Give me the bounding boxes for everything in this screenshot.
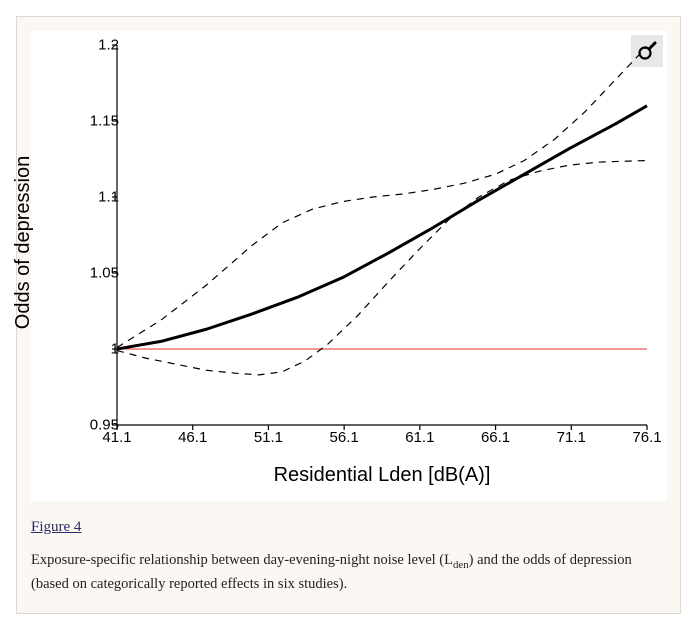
- figure-link-row: Figure 4: [31, 519, 666, 536]
- x-axis-label: Residential Lden [dB(A)]: [117, 464, 647, 487]
- chart-container: Odds of depression 0.9511.051.11.151.241…: [31, 31, 667, 501]
- x-tick-label: 41.1: [97, 429, 137, 446]
- figure-caption: Exposure-specific relationship between d…: [31, 550, 666, 595]
- y-tick-label: 1: [79, 341, 119, 358]
- y-tick-label: 1.15: [79, 113, 119, 130]
- x-tick-label: 56.1: [324, 429, 364, 446]
- y-tick-label: 1.1: [79, 189, 119, 206]
- x-tick-label: 71.1: [551, 429, 591, 446]
- figure-link[interactable]: Figure 4: [31, 519, 81, 535]
- x-tick-label: 46.1: [173, 429, 213, 446]
- x-tick-label: 66.1: [476, 429, 516, 446]
- x-tick-label: 61.1: [400, 429, 440, 446]
- caption-sub: den: [453, 559, 469, 571]
- x-tick-label: 76.1: [627, 429, 667, 446]
- y-tick-label: 1.05: [79, 265, 119, 282]
- caption-text-pre: Exposure-specific relationship between d…: [31, 552, 453, 568]
- chart-plot: [117, 45, 647, 425]
- x-tick-label: 51.1: [248, 429, 288, 446]
- figure-card: Odds of depression 0.9511.051.11.151.241…: [16, 16, 681, 614]
- y-tick-label: 1.2: [79, 37, 119, 54]
